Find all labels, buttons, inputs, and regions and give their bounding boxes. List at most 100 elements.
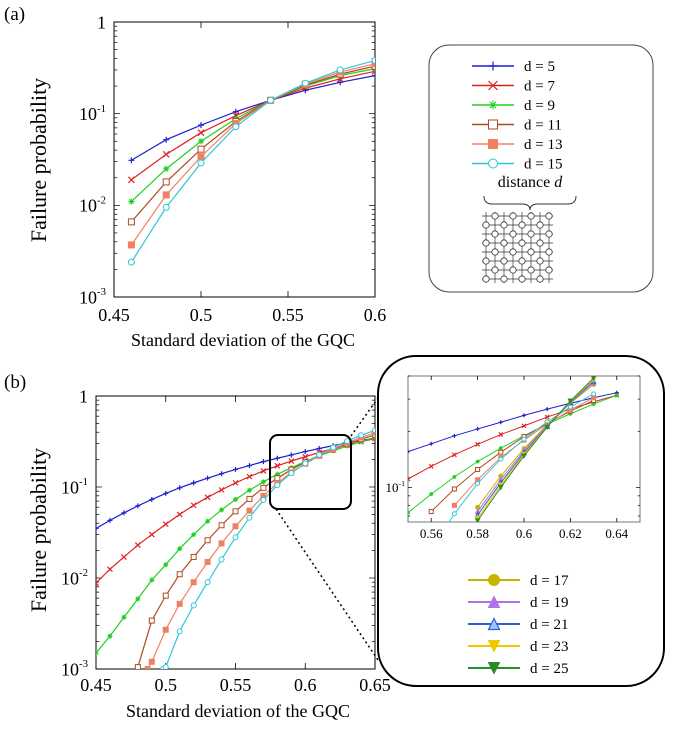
data-point-d-7 <box>302 453 309 460</box>
data-point-d-5 <box>429 441 434 446</box>
series-d-15 <box>127 57 375 266</box>
data-point-d-11 <box>218 522 225 529</box>
series-d-15 <box>159 427 375 669</box>
lattice-node <box>500 275 508 283</box>
legend-marker-d-5 <box>488 61 498 71</box>
plot-area-inset <box>408 376 620 522</box>
lattice-node <box>527 212 535 220</box>
data-point-d-15 <box>190 602 197 609</box>
data-point-d-25 <box>521 453 527 460</box>
lattice-node <box>509 248 517 256</box>
data-point-d-11 <box>134 664 141 669</box>
y-tick-label: 10-3 <box>61 658 88 679</box>
data-point-d-9 <box>429 492 434 497</box>
data-point-d-5 <box>475 426 480 431</box>
data-point-d-9 <box>163 165 170 172</box>
y-tick-label: 1 <box>97 12 106 32</box>
x-tick-label: 0.45 <box>98 305 130 325</box>
data-point-d-5 <box>121 510 127 516</box>
data-point-d-5 <box>163 136 170 143</box>
lattice-node <box>518 275 526 283</box>
axis-ticks-a: 0.45 0.5 0.55 0.6 10-3 10-2 10-1 1 <box>79 12 386 325</box>
data-point-d-13 <box>190 579 197 586</box>
series-line-d-21 <box>477 380 594 516</box>
data-point-d-15 <box>316 451 323 458</box>
y-tick-label: 10-1 <box>79 103 106 124</box>
axis-ticks-inset: 0.56 0.58 0.6 0.62 0.64 10-1 <box>386 375 640 541</box>
data-point-d-7 <box>232 479 239 486</box>
series-line-d-9 <box>408 394 617 514</box>
legend-label: d = 13 <box>524 137 562 153</box>
data-point-d-15 <box>288 470 295 477</box>
legend-b: d = 17 d = 19 d = 21 d = 23 d = 25 <box>468 573 569 677</box>
series-d-5 <box>128 72 375 164</box>
data-point-d-9 <box>191 532 197 538</box>
data-point-d-13 <box>148 658 155 665</box>
lattice-node <box>545 212 553 220</box>
lattice-node <box>491 212 499 220</box>
lattice-node <box>536 275 544 283</box>
series-line-d-11 <box>137 434 375 668</box>
data-point-d-11 <box>246 495 253 502</box>
data-point-d-9 <box>568 411 573 416</box>
distance-brace-icon <box>483 195 577 211</box>
data-point-d-7 <box>274 462 281 469</box>
data-point-d-9 <box>246 487 252 493</box>
x-tick-label: 0.5 <box>190 305 213 325</box>
plot-frame-b <box>95 395 376 670</box>
data-point-d-7 <box>260 468 267 474</box>
data-point-d-7 <box>288 458 295 464</box>
data-point-d-13 <box>204 558 211 565</box>
zoom-connector-bottom <box>275 508 379 661</box>
data-point-d-15 <box>302 460 309 467</box>
data-point-d-15 <box>162 664 169 669</box>
lattice-node <box>527 230 535 238</box>
series-line-d-17 <box>477 384 594 508</box>
data-point-d-15 <box>344 438 351 445</box>
x-axis-label-a: Standard deviation of the GQC <box>131 330 355 350</box>
lattice-diagram <box>482 212 553 283</box>
x-tick-label: 0.56 <box>420 526 443 541</box>
series-line-d-19 <box>477 382 594 512</box>
lattice-node <box>500 257 508 265</box>
data-point-d-11 <box>190 554 197 561</box>
lattice-node <box>482 221 490 229</box>
legend-item-d-9: d = 9 <box>472 98 555 114</box>
legend-marker-d-25 <box>487 662 501 675</box>
data-point-d-11 <box>176 571 183 578</box>
data-point-d-7 <box>107 566 113 573</box>
series-line-d-5 <box>131 75 375 161</box>
series-d-11 <box>134 431 375 669</box>
legend-marker-d-17 <box>488 574 500 586</box>
lattice-node <box>527 248 535 256</box>
data-point-d-25 <box>567 398 574 405</box>
lattice-node <box>491 248 499 256</box>
x-tick-label: 0.55 <box>272 305 304 325</box>
lattice-node <box>518 239 526 247</box>
data-point-d-9 <box>452 474 457 479</box>
data-point-d-9 <box>233 496 238 502</box>
x-tick-label: 0.55 <box>220 675 252 695</box>
data-point-d-7 <box>148 531 155 538</box>
data-point-d-11 <box>260 484 267 491</box>
legend-item-d-13: d = 13 <box>472 137 562 153</box>
distance-caption: distance d <box>498 174 563 191</box>
data-point-d-9 <box>177 546 183 552</box>
data-point-d-5 <box>522 413 526 418</box>
legend-marker-d-13 <box>488 139 498 149</box>
data-point-d-5 <box>219 471 225 477</box>
data-point-d-15 <box>197 159 205 167</box>
data-point-d-7 <box>475 441 481 447</box>
data-point-d-7 <box>162 521 169 528</box>
data-point-d-15 <box>246 514 253 521</box>
series-d-7 <box>127 67 375 184</box>
data-point-d-15 <box>127 258 135 266</box>
panel-label-a: (a) <box>4 4 25 25</box>
series-line-d-7 <box>131 70 375 181</box>
lattice-node <box>482 275 490 283</box>
lattice-node <box>545 248 553 256</box>
data-point-d-25 <box>544 424 551 431</box>
plot-area-b <box>96 427 375 669</box>
data-point-d-9 <box>135 596 141 602</box>
data-point-d-9 <box>121 614 127 620</box>
